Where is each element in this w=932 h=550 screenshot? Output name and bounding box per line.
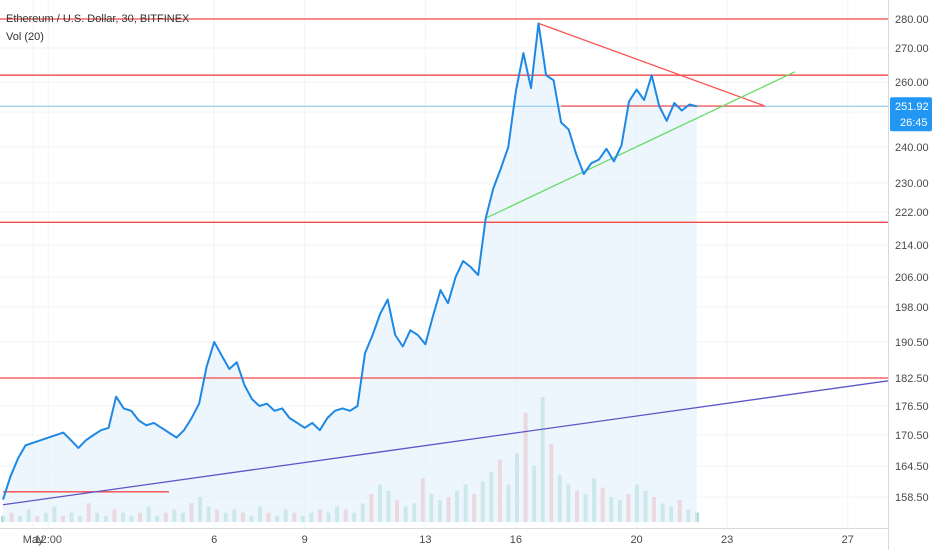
price-tick-label: 222.00 [895,207,929,219]
price-tick-label: 280.00 [895,14,929,26]
time-tick-label: 23 [721,534,733,546]
time-tick-label: 16 [510,534,522,546]
price-tick-label: 230.00 [895,178,929,190]
price-tick-label: 214.00 [895,240,929,252]
price-series-line[interactable] [2,22,698,500]
time-tick-label: 9 [302,534,308,546]
price-tick-label: 190.50 [895,337,929,349]
trendline[interactable] [2,377,909,506]
last-price-value: 251.92 [895,101,929,113]
time-tick-label: 12:00 [34,534,62,546]
bar-countdown: 26:45 [900,117,928,129]
price-tick-label: 198.00 [895,302,929,314]
time-tick-label: 6 [211,534,217,546]
volume-bar [694,512,699,522]
trendline[interactable] [538,22,766,107]
price-tick-label: 182.50 [895,373,929,385]
last-price-tag[interactable] [890,97,932,132]
price-tick-label: 170.50 [895,430,929,442]
price-tick-label: 240.00 [895,142,929,154]
price-tick-label: 260.00 [895,77,929,89]
price-area-fill [3,23,697,523]
time-tick-label: 20 [630,534,642,546]
price-tick-label: 164.50 [895,461,929,473]
price-tick-label: 270.00 [895,43,929,55]
price-tick-label: 206.00 [895,272,929,284]
price-axis-background [889,0,932,550]
time-axis-background [0,528,888,550]
symbol-title: Ethereum / U.S. Dollar, 30, BITFINEX [6,13,190,25]
time-tick-label: 27 [842,534,854,546]
chart-legend: Ethereum / U.S. Dollar, 30, BITFINEX Vol… [6,10,189,46]
volume-indicator-label[interactable]: Vol (20) [6,31,44,43]
time-tick-label: May [23,534,44,546]
trendline[interactable] [485,71,796,219]
time-tick-label: 13 [419,534,431,546]
price-tick-label: 176.50 [895,401,929,413]
price-tick-label: 158.50 [895,492,929,504]
